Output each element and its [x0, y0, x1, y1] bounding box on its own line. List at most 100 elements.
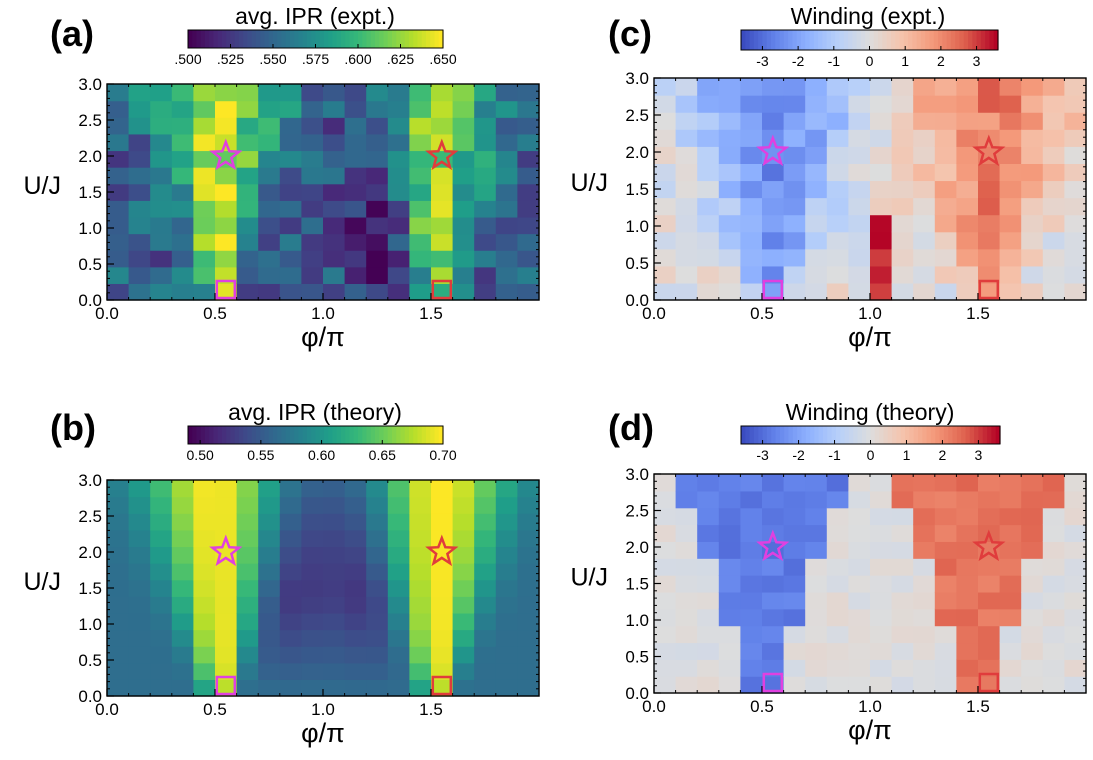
heatmap-cell — [344, 579, 367, 597]
heatmap-cell — [1064, 676, 1087, 694]
heatmap-cell — [1021, 591, 1044, 610]
heatmap-cell — [1064, 248, 1087, 267]
heatmap-cell — [848, 112, 871, 130]
heatmap-cell — [409, 216, 432, 235]
colorbar-segment — [745, 426, 751, 444]
heatmap-cell — [891, 180, 914, 199]
colorbar-tick-label: 1 — [903, 447, 911, 463]
heatmap-cell — [301, 480, 324, 498]
heatmap-cell — [718, 676, 741, 694]
heatmap-cell — [718, 112, 741, 130]
colorbar-tick-label: -2 — [792, 53, 805, 69]
heatmap-cell — [783, 248, 806, 267]
heatmap-cell — [675, 231, 698, 250]
heatmap-cell — [1042, 129, 1065, 147]
heatmap-cell — [848, 659, 871, 677]
heatmap-cell — [409, 679, 432, 697]
heatmap-cell — [366, 266, 389, 284]
heatmap-cell — [697, 676, 720, 694]
heatmap-cell — [718, 625, 741, 644]
heatmap-cell — [323, 200, 346, 218]
colorbar-segment — [952, 426, 958, 444]
x-axis-label: φ/π — [848, 322, 892, 352]
heatmap-cell — [215, 480, 238, 498]
square-marker — [215, 675, 237, 696]
heatmap-cell — [409, 233, 432, 251]
heatmap-cell — [805, 78, 828, 96]
y-tick-label: 1.5 — [625, 575, 649, 594]
heatmap-cell — [826, 591, 849, 610]
heatmap-cell — [452, 529, 475, 548]
heatmap-cell — [193, 216, 216, 235]
heatmap-cell — [474, 283, 497, 301]
heatmap-cell — [934, 541, 957, 559]
heatmap-cell — [495, 596, 518, 614]
colorbar-tick-label: -3 — [756, 447, 769, 463]
heatmap-cell — [150, 200, 173, 218]
colorbar-segment — [268, 426, 274, 444]
heatmap-cell — [891, 541, 914, 559]
heatmap-cell — [107, 183, 130, 201]
colorbar-segment — [421, 30, 427, 48]
heatmap-cell — [913, 112, 936, 130]
heatmap-cell — [999, 214, 1022, 233]
heatmap-cell — [956, 163, 979, 182]
heatmap-cell — [1021, 112, 1044, 130]
heatmap-cell — [323, 529, 346, 548]
colorbar-segment — [256, 30, 261, 48]
heatmap-cell — [762, 642, 785, 660]
heatmap-cell — [654, 676, 677, 694]
heatmap-cell — [258, 216, 281, 235]
heatmap-cell — [697, 642, 720, 660]
heatmap-cell — [826, 95, 849, 113]
colorbar-segment — [226, 30, 232, 48]
colorbar-segment — [277, 30, 283, 48]
heatmap-cell — [870, 507, 893, 526]
heatmap-cell — [826, 248, 849, 267]
heatmap-cell — [956, 591, 979, 610]
colorbar-tick-label: 0.65 — [369, 447, 396, 463]
heatmap-cell — [279, 250, 302, 268]
heatmap-cell — [517, 167, 540, 185]
heatmap-cell — [826, 197, 849, 216]
heatmap-cell — [956, 608, 979, 627]
star-marker — [425, 534, 459, 567]
heatmap-cell — [452, 679, 475, 697]
heatmap-cell — [805, 231, 828, 250]
heatmap-cell — [150, 84, 173, 102]
heatmap-cell — [107, 480, 130, 498]
heatmap-cell — [718, 507, 741, 526]
heatmap-cell — [215, 200, 238, 218]
heatmap-cell — [654, 591, 677, 610]
heatmap-cell — [495, 167, 518, 185]
panel-2: 0.0 0.5 1.0 1.5 0.0 0.5 1.0 1.5 2.0 2.5 3.0 φ/π U/J -… — [571, 3, 1087, 352]
colorbar-segment — [298, 30, 304, 48]
heatmap-cell — [848, 490, 871, 509]
colorbar-segment — [341, 426, 346, 444]
heatmap-cell — [718, 282, 741, 301]
heatmap-cell — [718, 659, 741, 677]
colorbar-segment — [413, 426, 419, 444]
heatmap-cell — [128, 133, 151, 152]
colorbar-segment — [899, 30, 905, 50]
heatmap-cell — [128, 563, 151, 581]
heatmap-cell — [366, 579, 389, 597]
colorbar-segment — [217, 426, 223, 444]
colorbar-title: Winding (theory) — [786, 399, 955, 425]
heatmap-cell — [366, 133, 389, 152]
colorbar-segment — [277, 426, 283, 444]
colorbar-segment — [400, 30, 406, 48]
heatmap-cell — [891, 214, 914, 233]
colorbar-segment — [400, 426, 406, 444]
heatmap-cell — [193, 646, 216, 664]
heatmap-cell — [150, 150, 173, 168]
heatmap-cell — [387, 629, 410, 647]
heatmap-cell — [517, 283, 540, 301]
heatmap-cell — [913, 146, 936, 164]
heatmap-cell — [344, 629, 367, 647]
heatmap-cell — [891, 112, 914, 130]
heatmap-cell — [1064, 541, 1087, 559]
heatmap-cell — [495, 496, 518, 514]
heatmap-cell — [826, 659, 849, 677]
heatmap-cell — [654, 659, 677, 677]
